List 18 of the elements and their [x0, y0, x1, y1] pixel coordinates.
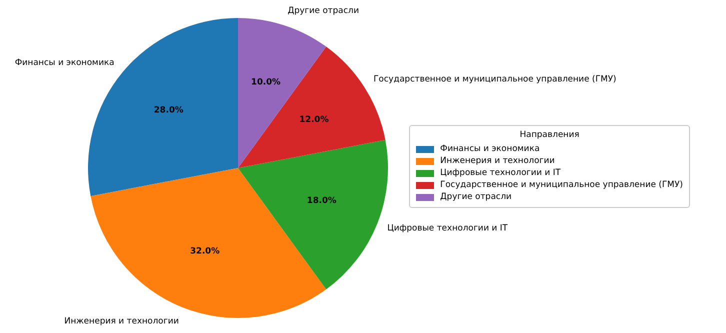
legend-label: Инженерия и технологии — [440, 156, 555, 166]
pie-slice — [238, 18, 326, 168]
legend-label: Другие отрасли — [440, 192, 512, 202]
legend-label: Финансы и экономика — [440, 144, 540, 154]
data-label: 28.0% — [154, 106, 184, 116]
slice-label: Финансы и экономика — [14, 58, 114, 68]
data-label: 12.0% — [299, 114, 330, 125]
data-label: 10.0% — [251, 77, 282, 88]
legend-label: Цифровые технологии и IT — [440, 168, 561, 178]
pie-slice — [238, 140, 388, 290]
slice-label: Инженерия и технологии — [64, 316, 179, 326]
slice-label: Цифровые технологии и IT — [387, 224, 508, 234]
data-label: 32.0% — [190, 246, 220, 257]
legend-label: Государственное и муниципальное управление (ГМУ) — [440, 180, 683, 190]
slice-label: Государственное и муниципальное управление (ГМУ) — [374, 74, 616, 85]
slice-label: Другие отрасли — [288, 6, 359, 16]
data-label: 18.0% — [306, 196, 337, 206]
legend-title: Направления — [518, 130, 580, 140]
